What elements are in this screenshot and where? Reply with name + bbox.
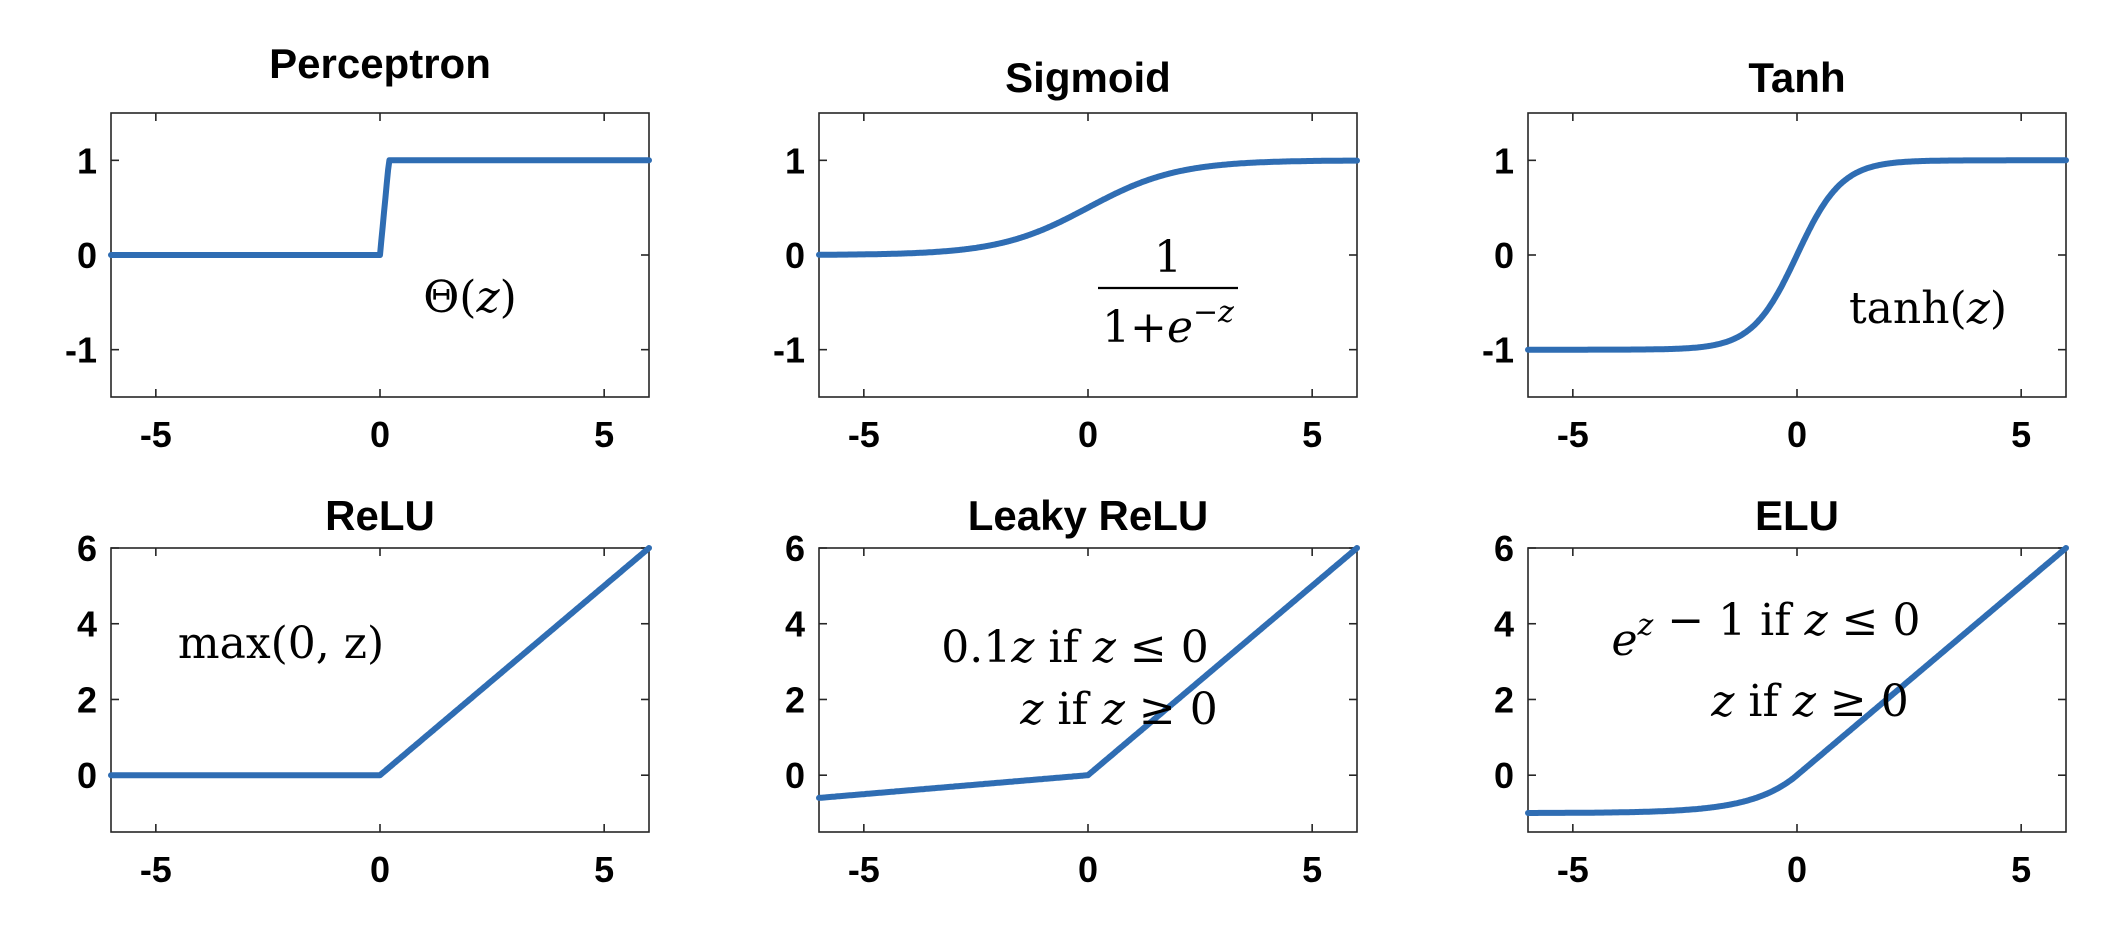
x-tick-label: 5 <box>2011 849 2031 890</box>
x-tick-label: -5 <box>848 414 880 455</box>
subplot-perceptron: Perceptron -5 0 5 -1 0 1 Θ(z) <box>65 40 652 455</box>
annotation-denominator: 1+e−z <box>1102 295 1234 353</box>
subplot-relu: ReLU -5 0 5 0 2 4 6 max(0, z) <box>77 492 652 890</box>
y-tick-label: 1 <box>785 140 805 181</box>
x-tick-label: -5 <box>848 849 880 890</box>
y-tick-label: 6 <box>77 528 97 569</box>
y-tick-label: 0 <box>1494 755 1514 796</box>
y-tick-label: 2 <box>1494 679 1514 720</box>
annotation-line-1: Θ(z) <box>423 272 517 323</box>
chart-title: Tanh <box>1748 54 1845 101</box>
annotation-numerator: 1 <box>1154 232 1182 283</box>
annotation-line-1: max(0, z) <box>178 618 384 669</box>
chart-title: Perceptron <box>269 40 491 87</box>
x-tick-label: -5 <box>140 849 172 890</box>
x-tick-label: 0 <box>1078 414 1098 455</box>
x-tick-label: -5 <box>140 414 172 455</box>
annotation-line-1: ez − 1 if z ≤ 0 <box>1611 595 1920 666</box>
x-tick-label: 5 <box>2011 414 2031 455</box>
y-tick-label: 4 <box>785 604 805 645</box>
series-line <box>816 157 1360 258</box>
y-tick-label: 2 <box>77 679 97 720</box>
annotation-line-2: z if z ≥ 0 <box>1710 676 1909 727</box>
y-tick-label: 6 <box>1494 528 1514 569</box>
y-tick-label: 4 <box>77 604 97 645</box>
y-tick-label: 0 <box>77 755 97 796</box>
y-tick-label: 4 <box>1494 604 1514 645</box>
x-tick-label: 0 <box>1078 849 1098 890</box>
chart-title: ReLU <box>325 492 435 539</box>
y-tick-label: 1 <box>1494 140 1514 181</box>
x-tick-label: 5 <box>594 414 614 455</box>
subplot-elu: ELU -5 0 5 0 2 4 6 ez − 1 if z ≤ 0 z if z ≥ 0 <box>1494 492 2069 890</box>
x-tick-label: 0 <box>1787 414 1807 455</box>
axes-box <box>110 547 650 833</box>
y-tick-label: 0 <box>785 755 805 796</box>
series-line <box>1525 545 2069 816</box>
x-tick-label: -5 <box>1557 414 1589 455</box>
annotation-line-1: 0.1z if z ≤ 0 <box>941 622 1209 673</box>
x-tick-label: 0 <box>370 414 390 455</box>
series-line <box>108 545 652 779</box>
annotation-line-1: tanh(z) <box>1849 283 2007 334</box>
x-tick-label: 0 <box>1787 849 1807 890</box>
chart-title: Sigmoid <box>1005 54 1171 101</box>
y-tick-label: 1 <box>77 140 97 181</box>
y-tick-label: -1 <box>1482 330 1514 371</box>
subplot-tanh: Tanh -5 0 5 -1 0 1 tanh(z) <box>1482 54 2069 455</box>
y-tick-label: 2 <box>785 679 805 720</box>
y-tick-label: 0 <box>77 235 97 276</box>
x-tick-label: -5 <box>1557 849 1589 890</box>
x-tick-label: 5 <box>594 849 614 890</box>
series-line <box>108 157 652 258</box>
x-tick-label: 5 <box>1302 414 1322 455</box>
x-tick-label: 0 <box>370 849 390 890</box>
y-tick-label: -1 <box>773 330 805 371</box>
annotation-line-2: z if z ≥ 0 <box>1019 684 1218 735</box>
chart-title: Leaky ReLU <box>968 492 1208 539</box>
subplot-sigmoid: Sigmoid -5 0 5 -1 0 1 1 1+e−z <box>773 54 1360 455</box>
x-tick-label: 5 <box>1302 849 1322 890</box>
subplot-leaky-relu: Leaky ReLU -5 0 5 0 2 4 6 0.1z if z ≤ 0 z if z ≥ … <box>785 492 1360 890</box>
y-tick-label: 0 <box>785 235 805 276</box>
series-line <box>1525 157 2069 353</box>
y-tick-label: 6 <box>785 528 805 569</box>
chart-title: ELU <box>1755 492 1839 539</box>
y-tick-label: 0 <box>1494 235 1514 276</box>
series-line <box>816 545 1360 801</box>
y-tick-label: -1 <box>65 330 97 371</box>
